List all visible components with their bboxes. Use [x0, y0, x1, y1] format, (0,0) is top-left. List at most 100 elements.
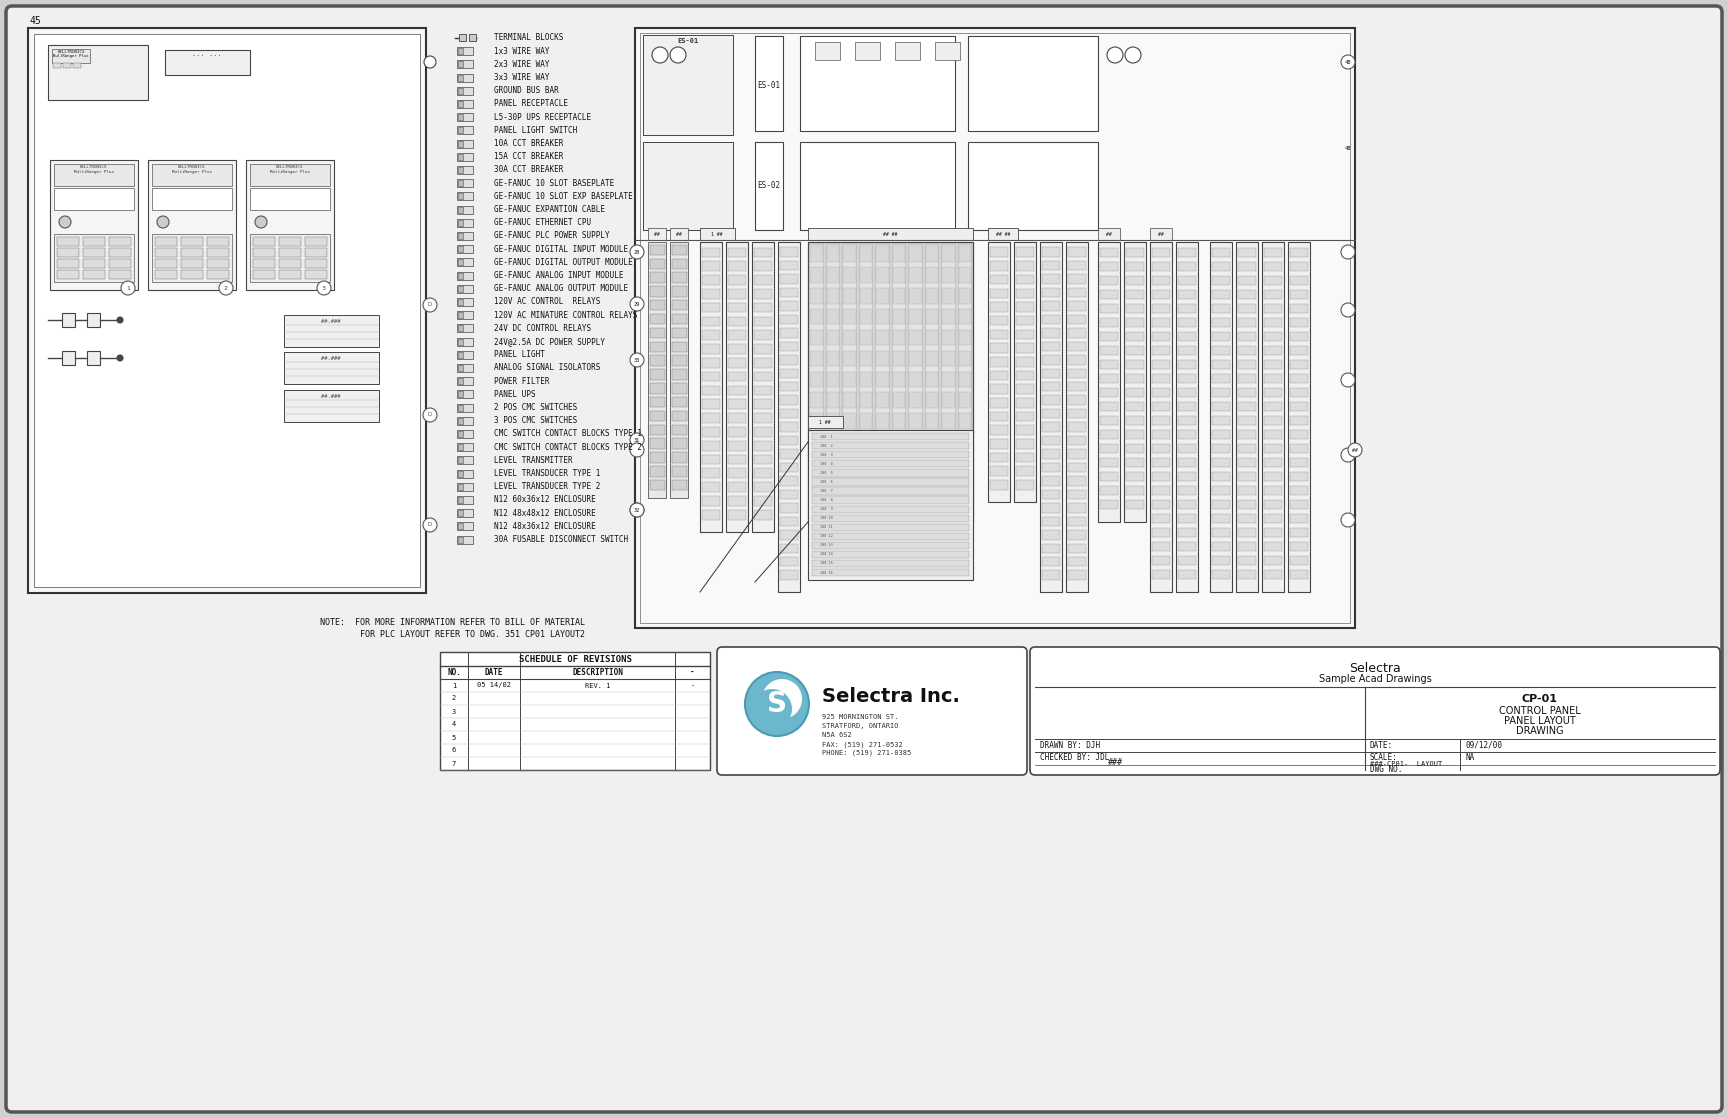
Bar [251, 234, 330, 282]
Circle shape [423, 408, 437, 421]
Bar [1237, 373, 1256, 383]
Bar [458, 246, 463, 253]
Bar [859, 309, 873, 324]
Circle shape [651, 47, 669, 63]
Bar [990, 357, 1007, 367]
Bar [909, 455, 921, 471]
Bar [895, 42, 919, 60]
Bar [456, 165, 473, 174]
Bar [926, 246, 938, 262]
Bar [892, 371, 905, 387]
Bar [1178, 332, 1196, 341]
Bar [924, 244, 938, 520]
Text: DESCRIPTION: DESCRIPTION [572, 667, 622, 678]
Bar [1068, 449, 1085, 458]
Bar [1211, 332, 1230, 341]
Bar [1263, 513, 1282, 523]
Bar [812, 551, 969, 558]
Bar [702, 386, 721, 396]
Text: ##.###: ##.### [321, 356, 340, 361]
Bar [1101, 500, 1118, 510]
Bar [1291, 485, 1308, 495]
Circle shape [1108, 47, 1123, 63]
Circle shape [631, 245, 645, 259]
Bar [456, 219, 473, 227]
Bar [181, 271, 202, 280]
Circle shape [118, 356, 123, 361]
Bar [779, 314, 798, 324]
Bar [1127, 318, 1144, 328]
Bar [456, 113, 473, 121]
Bar [109, 248, 131, 257]
Bar [1153, 569, 1170, 579]
Bar [1127, 500, 1144, 510]
Bar [1101, 332, 1118, 341]
Bar [810, 309, 823, 324]
Bar [1211, 276, 1230, 285]
Bar [1237, 290, 1256, 300]
Text: 4: 4 [453, 721, 456, 728]
Bar [50, 160, 138, 290]
Bar [181, 259, 202, 268]
Bar [812, 442, 969, 449]
Bar [456, 206, 473, 214]
Bar [1237, 457, 1256, 467]
Bar [278, 237, 301, 246]
Bar [779, 476, 798, 485]
Text: 28: 28 [634, 249, 639, 255]
Bar [456, 390, 473, 398]
Bar [1211, 318, 1230, 328]
Text: 30: 30 [634, 358, 639, 362]
Bar [1263, 429, 1282, 439]
Text: 100  7: 100 7 [821, 489, 833, 493]
Bar [1291, 416, 1308, 426]
Bar [1016, 466, 1033, 476]
Bar [779, 260, 798, 271]
Bar [1211, 304, 1230, 313]
Bar [727, 372, 746, 381]
Bar [1042, 517, 1059, 527]
Bar [1016, 316, 1033, 325]
Bar [1042, 530, 1059, 540]
Bar [458, 154, 463, 160]
Bar [727, 468, 746, 479]
Bar [1178, 401, 1196, 411]
Bar [1237, 569, 1256, 579]
Bar [1068, 409, 1085, 418]
Bar [727, 510, 746, 520]
Bar [1263, 318, 1282, 328]
Bar [1016, 247, 1033, 257]
Bar [54, 234, 135, 282]
Bar [152, 188, 232, 210]
Bar [1068, 503, 1085, 512]
Bar [1291, 472, 1308, 482]
Bar [456, 126, 473, 134]
Bar [702, 288, 721, 299]
Text: MultiRanger Plus: MultiRanger Plus [270, 170, 309, 174]
Text: 100  5: 100 5 [821, 471, 833, 475]
Bar [1291, 556, 1308, 566]
Bar [109, 271, 131, 280]
Bar [1068, 301, 1085, 311]
Bar [926, 330, 938, 345]
Bar [1237, 388, 1256, 397]
Bar [152, 164, 232, 186]
Bar [959, 267, 971, 283]
Text: 3: 3 [453, 709, 456, 714]
Bar [779, 274, 798, 284]
Text: MultiRanger Plus: MultiRanger Plus [74, 170, 114, 174]
Bar [456, 417, 473, 425]
Bar [1211, 401, 1230, 411]
Bar [702, 358, 721, 368]
Bar [855, 42, 880, 60]
Bar [672, 286, 686, 296]
Text: PHONE: (519) 271-0385: PHONE: (519) 271-0385 [823, 750, 911, 757]
Bar [1237, 500, 1256, 510]
Bar [156, 271, 176, 280]
Bar [826, 246, 840, 262]
Bar [1016, 275, 1033, 284]
Bar [1042, 543, 1059, 553]
Text: D: D [429, 413, 432, 417]
Bar [672, 425, 686, 435]
Bar [650, 480, 665, 491]
